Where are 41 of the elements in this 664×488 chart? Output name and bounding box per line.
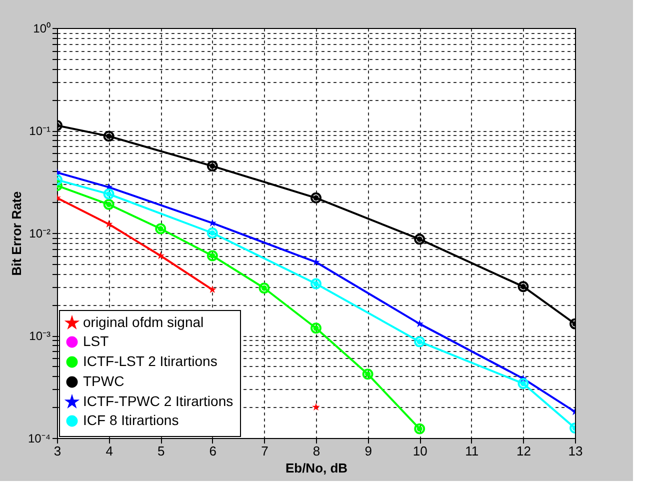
point bbox=[206, 250, 218, 262]
y-tick-label: 10⁰ bbox=[33, 22, 50, 36]
x-tick-label: 6 bbox=[209, 444, 217, 458]
x-tick-label: 13 bbox=[568, 444, 583, 458]
point bbox=[414, 423, 426, 434]
point bbox=[155, 223, 166, 234]
x-tick-label: 9 bbox=[364, 444, 372, 458]
x-tick-label: 7 bbox=[261, 444, 268, 458]
point bbox=[103, 188, 114, 200]
x-axis-title: Eb/No, dB bbox=[285, 460, 348, 476]
x-tick-label: 8 bbox=[312, 444, 320, 458]
point bbox=[103, 130, 114, 142]
x-tick-label: 11 bbox=[465, 444, 479, 458]
point bbox=[258, 282, 270, 294]
point bbox=[103, 198, 114, 210]
point bbox=[310, 278, 322, 290]
y-axis-title: Bit Error Rate bbox=[8, 191, 24, 276]
y-tick-label: 10⁻² bbox=[29, 226, 51, 240]
x-tick-label: 4 bbox=[106, 444, 113, 458]
legend-label: ICTF-TPWC 2 Itirartions bbox=[83, 393, 234, 409]
x-tick-label: 5 bbox=[157, 444, 165, 458]
x-tick-label: 12 bbox=[516, 444, 531, 458]
y-tick-label: 10⁻³ bbox=[29, 329, 51, 343]
point bbox=[310, 322, 322, 334]
x-tick-label: 3 bbox=[54, 444, 62, 458]
legend-label: original ofdm signal bbox=[83, 314, 204, 330]
legend-label: ICF 8 Itirartions bbox=[83, 412, 179, 428]
point bbox=[518, 281, 529, 292]
point bbox=[518, 378, 529, 389]
point bbox=[310, 192, 322, 204]
point bbox=[362, 368, 374, 380]
legend-label: TPWC bbox=[83, 373, 124, 389]
legend-label: LST bbox=[83, 333, 110, 349]
point bbox=[206, 160, 218, 172]
y-tick-label: 10⁻⁴ bbox=[28, 432, 50, 446]
point bbox=[206, 228, 218, 238]
point bbox=[414, 234, 426, 245]
point bbox=[414, 336, 426, 348]
legend-label: ICTF-LST 2 Itirartions bbox=[83, 353, 218, 369]
y-tick-label: 10⁻¹ bbox=[29, 124, 51, 138]
x-tick-label: 10 bbox=[412, 444, 428, 458]
